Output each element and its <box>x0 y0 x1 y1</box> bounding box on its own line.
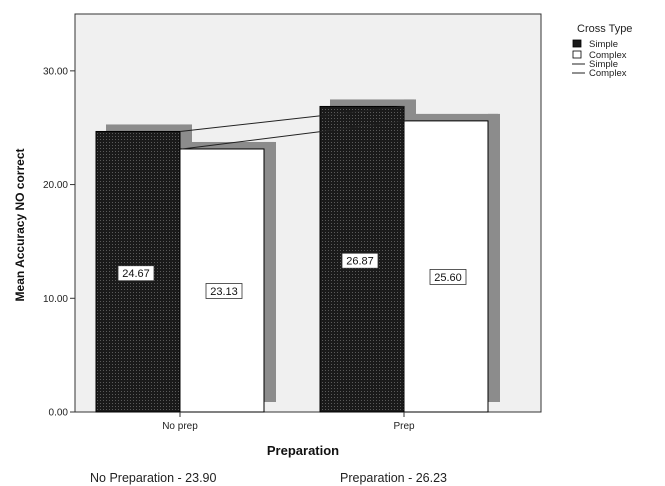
y-axis-title: Mean Accuracy NO correct <box>13 149 27 302</box>
x-tick-label: No prep <box>162 421 198 432</box>
legend-swatch-complex <box>572 50 582 59</box>
footer-left: No Preparation - 23.90 <box>90 471 217 485</box>
data-label-box <box>429 269 467 285</box>
data-label: 24.67 <box>122 268 150 280</box>
footer-right: Preparation - 26.23 <box>340 471 447 485</box>
data-label-box <box>205 283 243 299</box>
legend-line-label-complex: Complex <box>589 68 627 79</box>
series-line-complex <box>181 120 407 150</box>
legend: Cross Type Simple Complex Simple Complex <box>572 23 632 79</box>
bar-shadow <box>106 124 190 135</box>
data-label-box <box>341 252 379 269</box>
data-label-box <box>117 265 155 282</box>
legend-label-complex: Complex <box>589 50 627 61</box>
legend-title: Cross Type <box>577 23 632 35</box>
bar-complex-no-prep <box>179 148 265 413</box>
data-label: 26.87 <box>346 256 374 268</box>
y-tick-label: 30.00 <box>43 66 68 77</box>
legend-line-label-simple: Simple <box>589 59 618 70</box>
legend-label-simple: Simple <box>589 39 618 50</box>
legend-swatch-simple <box>572 39 582 48</box>
y-tick-label: 20.00 <box>43 180 68 191</box>
data-label: 25.60 <box>434 272 462 284</box>
bar-shadow <box>330 99 414 110</box>
bar-shadow <box>414 113 498 124</box>
bar-complex-prep <box>403 120 489 413</box>
y-tick-label: 0.00 <box>49 408 69 419</box>
bar-shadow <box>264 141 276 402</box>
y-tick-label: 10.00 <box>43 294 68 305</box>
bar-shadow <box>488 113 500 403</box>
series-line-simple <box>179 105 405 132</box>
x-axis-title: Preparation <box>267 443 339 458</box>
x-tick-label: Prep <box>393 421 415 432</box>
bar-shadow <box>190 141 274 152</box>
data-label: 23.13 <box>210 286 238 298</box>
